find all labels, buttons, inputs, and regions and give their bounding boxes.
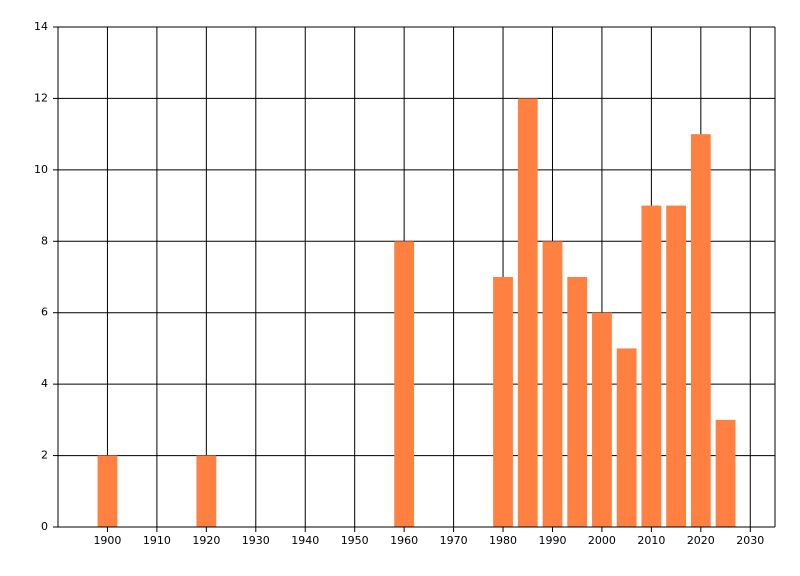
x-tick-label: 1970	[440, 534, 468, 547]
x-tick-label: 1930	[242, 534, 270, 547]
bar	[715, 419, 736, 527]
x-tick-label: 1950	[341, 534, 369, 547]
bar	[394, 241, 415, 528]
x-tick-label: 1990	[538, 534, 566, 547]
y-tick-label: 14	[34, 20, 48, 33]
x-tick-label: 1920	[192, 534, 220, 547]
x-tick-label: 2000	[588, 534, 616, 547]
bar	[542, 241, 563, 528]
bar	[616, 348, 637, 527]
x-tick-label: 1960	[390, 534, 418, 547]
x-tick-label: 2020	[687, 534, 715, 547]
y-tick-label: 6	[41, 306, 48, 319]
bar	[666, 205, 686, 528]
x-tick-label: 2030	[736, 534, 764, 547]
bar	[196, 455, 217, 527]
bar	[97, 455, 118, 527]
x-tick-label: 1910	[143, 534, 171, 547]
y-tick-label: 4	[41, 377, 48, 390]
x-tick-label: 1940	[291, 534, 319, 547]
y-tick-label: 8	[41, 234, 48, 247]
bar	[567, 277, 588, 527]
y-tick-label: 12	[34, 91, 48, 104]
y-tick-label: 2	[41, 449, 48, 462]
y-tick-label: 0	[41, 520, 48, 533]
x-tick-label: 1980	[489, 534, 517, 547]
x-tick-label: 2010	[637, 534, 665, 547]
bar	[493, 277, 513, 527]
x-tick-label: 1900	[93, 534, 121, 547]
bar	[592, 312, 612, 527]
y-tick-label: 10	[34, 163, 48, 176]
bar	[517, 98, 538, 527]
bar	[641, 205, 662, 528]
bar	[690, 134, 711, 527]
